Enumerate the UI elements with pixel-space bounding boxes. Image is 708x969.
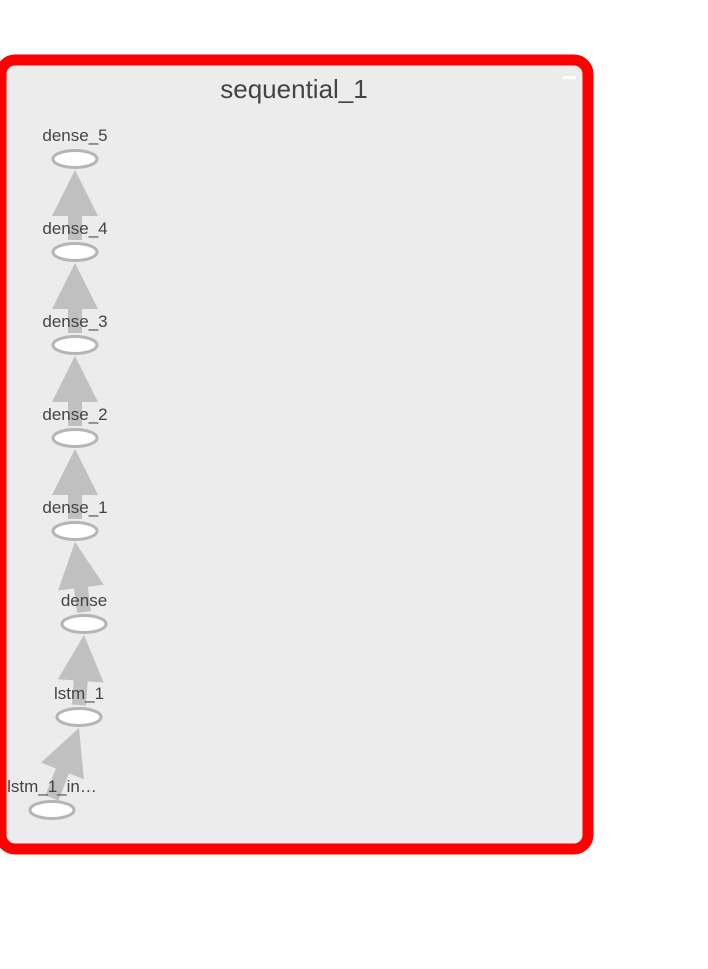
node-oval[interactable] — [51, 428, 99, 448]
edges — [40, 170, 104, 801]
node-lstm_1[interactable]: lstm_1 — [54, 684, 104, 727]
edge-arrow-dense_1-to-dense_2 — [52, 449, 98, 519]
edge-arrow-dense-to-dense_1 — [58, 542, 104, 613]
sequential-group[interactable]: sequential_1 — [0, 54, 594, 855]
node-label: dense_1 — [42, 498, 107, 517]
node-lstm_1_input[interactable]: lstm_1_in… — [7, 777, 97, 820]
node-oval[interactable] — [60, 614, 108, 634]
edge-arrow-dense_3-to-dense_4 — [52, 263, 98, 333]
node-oval[interactable] — [51, 242, 99, 262]
node-dense_2[interactable]: dense_2 — [42, 405, 108, 448]
node-oval[interactable] — [51, 335, 99, 355]
node-dense_4[interactable]: dense_4 — [42, 219, 108, 262]
nodes: lstm_1_in… lstm_1 dense dense_1 dense_2 dense… — [7, 126, 108, 820]
edge-arrow-dense_2-to-dense_3 — [52, 356, 98, 426]
edge-arrow-dense_4-to-dense_5 — [52, 170, 98, 240]
node-oval[interactable] — [28, 800, 76, 820]
group-title: sequential_1 — [220, 74, 367, 104]
node-oval[interactable] — [51, 521, 99, 541]
node-label: dense_4 — [42, 219, 107, 238]
node-dense_1[interactable]: dense_1 — [42, 498, 108, 541]
edge-arrow-lstm_1_input-to-lstm_1 — [40, 728, 84, 801]
node-oval[interactable] — [55, 707, 103, 727]
node-label: dense_5 — [42, 126, 107, 145]
node-label: lstm_1_in… — [7, 777, 97, 796]
node-label: lstm_1 — [54, 684, 104, 703]
node-oval[interactable] — [51, 149, 99, 169]
node-dense[interactable]: dense — [60, 591, 108, 634]
group-border — [0, 54, 594, 855]
node-label: dense — [61, 591, 107, 610]
minus-icon[interactable] — [563, 76, 576, 79]
node-label: dense_2 — [42, 405, 107, 424]
node-label: dense_3 — [42, 312, 107, 331]
edge-arrow-lstm_1-to-dense — [57, 635, 104, 706]
node-dense_3[interactable]: dense_3 — [42, 312, 108, 355]
node-dense_5[interactable]: dense_5 — [42, 126, 108, 169]
